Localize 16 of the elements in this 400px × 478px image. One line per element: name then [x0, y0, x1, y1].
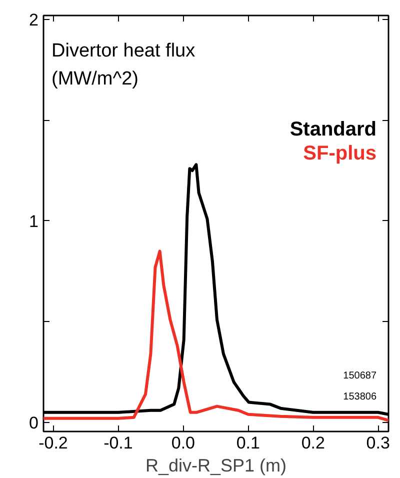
y-tick-label: 2: [29, 10, 39, 30]
x-tick-label: 0.1: [236, 434, 260, 452]
legend-label: Standard: [290, 118, 377, 140]
text: SF-plus: [303, 142, 377, 164]
x-tick-label: 0.2: [301, 434, 325, 452]
y-tick-label: 1: [29, 212, 39, 231]
annotation: 150687: [343, 370, 377, 382]
x-tick-label: -0.2: [38, 434, 68, 452]
text: Divertor heat flux (MW/m^2): [52, 40, 196, 90]
line-series: [44, 250, 388, 422]
y-tick-label: 0: [29, 413, 39, 432]
x-axis-title: R_div-R_SP1 (m): [145, 456, 287, 476]
x-tick-label: -0.1: [104, 434, 133, 452]
x-tick-label: 0.0: [171, 434, 196, 452]
annotation: 153806: [343, 392, 377, 402]
x-tick-label: 0.3: [366, 434, 390, 452]
